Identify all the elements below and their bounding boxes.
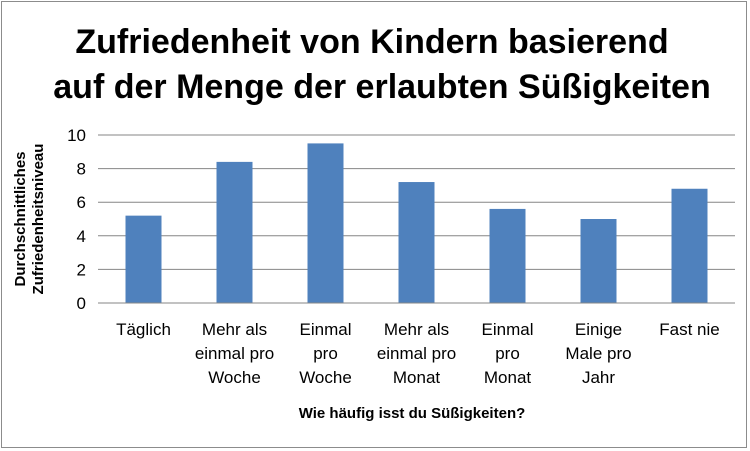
x-category-label-line: Einmal	[482, 320, 534, 339]
x-axis-title: Wie häufig isst du Süßigkeiten?	[299, 405, 526, 422]
x-category-label-line: Mehr als	[202, 320, 267, 339]
x-axis-category-labels: Täglich Mehr als einmal pro Woche Einmal pro W…	[116, 320, 720, 387]
y-tick-label: 8	[77, 160, 86, 179]
x-category-label-line: Einige	[575, 320, 622, 339]
bars	[98, 143, 735, 304]
bar	[580, 219, 617, 303]
y-axis-tick-labels: 0 2 4 6 8 10	[67, 126, 86, 313]
x-category-label-line: Jahr	[582, 368, 615, 387]
x-category-label-line: Woche	[299, 368, 352, 387]
x-category-label-line: einmal pro	[377, 344, 456, 363]
x-category-label-line: Einmal	[300, 320, 352, 339]
x-category-label: Fast nie	[659, 320, 719, 339]
x-category-label: Einige Male pro Jahr	[565, 320, 631, 387]
bar	[125, 215, 162, 303]
y-tick-label: 2	[77, 260, 86, 279]
chart-title-line-2: auf der Menge der erlaubten Süßigkeiten	[53, 68, 710, 106]
y-axis-title-line-2: Zufriedenheitsniveau	[30, 144, 47, 295]
x-category-label: Einmal pro Woche	[299, 320, 352, 387]
y-axis-title-line-1: Durchschnittliches	[12, 151, 29, 286]
x-category-label: Mehr als einmal pro Monat	[377, 320, 456, 387]
x-category-label-line: einmal pro	[195, 344, 274, 363]
x-category-label-line: Monat	[393, 368, 441, 387]
chart-title: Zufriedenheit von Kindern basierend auf …	[53, 23, 710, 106]
x-category-label-line: Male pro	[565, 344, 631, 363]
x-category-label-line: Woche	[208, 368, 261, 387]
y-tick-label: 10	[67, 126, 86, 145]
bar	[216, 161, 253, 303]
bar	[671, 188, 708, 303]
x-category-label-line: pro	[313, 344, 338, 363]
x-category-label: Einmal pro Monat	[482, 320, 534, 387]
bar	[489, 208, 526, 303]
chart-title-line-1: Zufriedenheit von Kindern basierend	[75, 23, 668, 61]
bar	[307, 143, 344, 303]
x-category-label-line: Fast nie	[659, 320, 719, 339]
y-axis-title: Durchschnittliches Zufriedenheitsniveau	[12, 144, 47, 295]
x-category-label: Mehr als einmal pro Woche	[195, 320, 274, 387]
y-tick-label: 0	[77, 294, 86, 313]
x-category-label: Täglich	[116, 320, 171, 339]
y-tick-label: 6	[77, 193, 86, 212]
x-category-label-line: pro	[495, 344, 520, 363]
x-category-label-line: Täglich	[116, 320, 171, 339]
x-category-label-line: Mehr als	[384, 320, 449, 339]
x-category-label-line: Monat	[484, 368, 532, 387]
y-tick-label: 4	[77, 227, 86, 246]
bar	[398, 182, 435, 303]
